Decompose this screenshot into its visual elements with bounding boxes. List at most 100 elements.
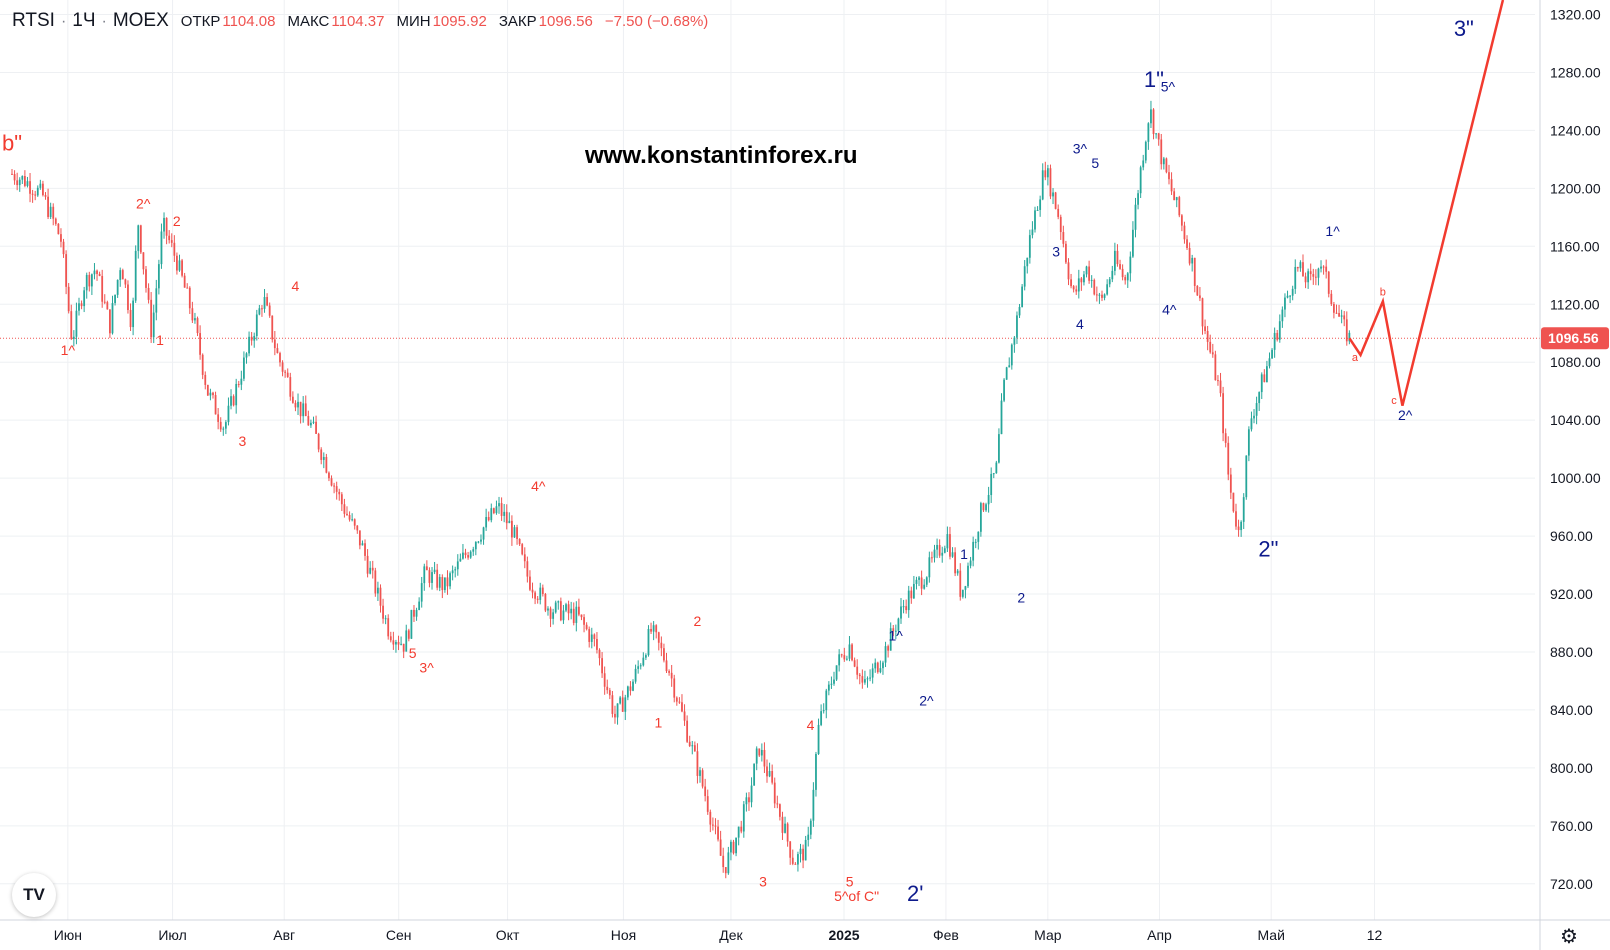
candle-body [711, 824, 714, 826]
candle-body [1206, 330, 1209, 342]
ohlc-open: ОТКР 1104.08 [181, 13, 276, 30]
candle-body [704, 786, 707, 797]
candlestick-series [11, 100, 1351, 879]
tradingview-logo-icon[interactable]: TV [12, 873, 56, 917]
candle-body [1302, 262, 1304, 277]
candle-body [1232, 492, 1235, 512]
candle-body [853, 660, 856, 667]
candle-body [691, 745, 694, 747]
candle-body [1116, 250, 1119, 265]
wave-label: 2^ [1398, 407, 1413, 423]
candle-body [518, 539, 521, 545]
candle-body [956, 570, 959, 574]
candle-body [923, 584, 926, 589]
candle-body [42, 183, 44, 196]
candle-body [1070, 279, 1072, 287]
candle-body [845, 658, 848, 660]
candle-body [1173, 191, 1176, 201]
time-axis[interactable]: Июн Июл Авг Сен Окт Ноя Дек 2025 Фев Мар Апр Май 12 [0, 919, 1610, 943]
candle-body [21, 176, 24, 180]
candle-body [554, 602, 557, 613]
wave-label: 1^ [1325, 223, 1340, 239]
candle-body [740, 826, 743, 832]
candle-body [1222, 393, 1225, 434]
candle-body [1237, 526, 1240, 531]
candle-body [1150, 109, 1152, 124]
candle-body [1160, 139, 1163, 165]
candle-body [297, 401, 299, 408]
candle-body [134, 250, 137, 301]
candle-body [864, 679, 866, 683]
candle-body [753, 763, 756, 786]
candle-body [920, 577, 923, 589]
price-tick-label: 960.00 [1550, 528, 1593, 544]
candle-body [413, 609, 415, 617]
candle-body [433, 569, 436, 573]
wave-label: 3 [1052, 243, 1060, 259]
candle-body [83, 290, 86, 307]
candle-body [1010, 344, 1013, 366]
candle-body [879, 668, 882, 673]
candle-body [722, 855, 725, 868]
candle-body [188, 287, 191, 309]
candle-body [943, 548, 946, 553]
candle-body [204, 374, 207, 385]
time-tick-label: Ноя [611, 927, 636, 943]
candle-body [397, 641, 400, 645]
candle-body [320, 449, 323, 460]
candle-body [588, 629, 591, 642]
candle-body [109, 309, 111, 334]
interval[interactable]: 1Ч [72, 10, 96, 31]
candle-body [598, 649, 601, 659]
candle-body [351, 519, 354, 521]
candle-body [224, 422, 227, 429]
candle-body [583, 617, 585, 625]
candle-body [407, 630, 410, 639]
candle-body [910, 590, 913, 599]
candle-body [1299, 262, 1302, 269]
candle-body [807, 834, 810, 840]
candle-body [784, 823, 786, 833]
candle-body [786, 823, 789, 842]
candle-body [1219, 380, 1222, 394]
price-change: −7.50 (−0.68%) [604, 13, 709, 30]
candle-body [1180, 215, 1183, 226]
candle-body [1067, 262, 1070, 280]
candle-body [675, 697, 678, 702]
candle-body [431, 572, 433, 583]
candle-body [482, 527, 485, 540]
candle-body [227, 405, 230, 423]
candle-body [634, 668, 637, 682]
separator: · [60, 13, 67, 30]
candle-body [1211, 352, 1214, 355]
candle-body [1000, 400, 1003, 435]
candle-body [647, 628, 650, 656]
candle-body [982, 503, 985, 511]
price-axis[interactable]: 720.00 760.00 800.00 840.00 880.00 920.00 960.… [1539, 0, 1610, 950]
candle-body [897, 618, 900, 631]
candle-body [325, 456, 328, 473]
symbol-name[interactable]: RTSI [12, 10, 55, 31]
candle-body [176, 255, 178, 271]
candle-body [464, 552, 467, 556]
candle-body [848, 644, 851, 659]
candle-body [389, 636, 392, 641]
candle-body [1139, 167, 1142, 194]
low-value: 1095.92 [432, 13, 487, 30]
candle-body [825, 690, 828, 711]
wave-label: a [1352, 352, 1359, 364]
candle-body [201, 354, 204, 375]
candle-body [565, 604, 567, 611]
candle-body [495, 506, 498, 514]
candle-body [1325, 266, 1328, 272]
candle-body [905, 606, 908, 611]
candle-body [1253, 415, 1255, 419]
candle-body [523, 554, 526, 562]
candle-body [214, 395, 217, 415]
candle-body [621, 697, 624, 712]
gear-icon[interactable]: ⚙ [1560, 926, 1578, 948]
candle-body [472, 549, 475, 552]
candle-body [13, 174, 16, 181]
candle-body [420, 583, 423, 602]
